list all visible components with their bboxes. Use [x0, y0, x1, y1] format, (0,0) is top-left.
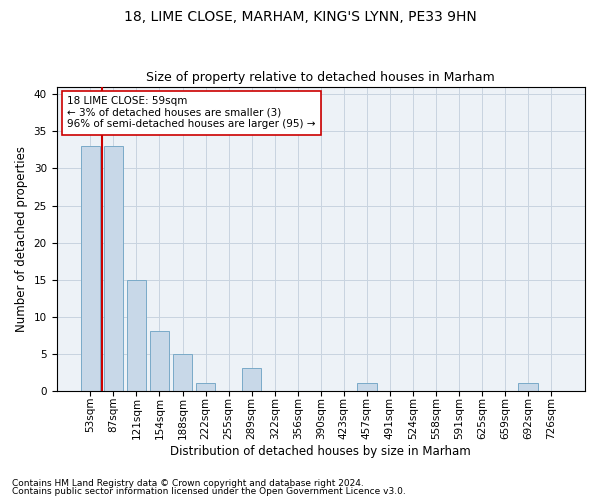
Bar: [518, 383, 538, 390]
Bar: [127, 280, 146, 390]
Bar: [196, 383, 215, 390]
X-axis label: Distribution of detached houses by size in Marham: Distribution of detached houses by size …: [170, 444, 471, 458]
Text: 18 LIME CLOSE: 59sqm
← 3% of detached houses are smaller (3)
96% of semi-detache: 18 LIME CLOSE: 59sqm ← 3% of detached ho…: [67, 96, 316, 130]
Title: Size of property relative to detached houses in Marham: Size of property relative to detached ho…: [146, 72, 495, 85]
Text: Contains public sector information licensed under the Open Government Licence v3: Contains public sector information licen…: [12, 487, 406, 496]
Text: Contains HM Land Registry data © Crown copyright and database right 2024.: Contains HM Land Registry data © Crown c…: [12, 478, 364, 488]
Y-axis label: Number of detached properties: Number of detached properties: [15, 146, 28, 332]
Bar: [357, 383, 377, 390]
Text: 18, LIME CLOSE, MARHAM, KING'S LYNN, PE33 9HN: 18, LIME CLOSE, MARHAM, KING'S LYNN, PE3…: [124, 10, 476, 24]
Bar: [242, 368, 262, 390]
Bar: [173, 354, 193, 391]
Bar: [149, 332, 169, 390]
Bar: [104, 146, 123, 390]
Bar: [80, 146, 100, 390]
